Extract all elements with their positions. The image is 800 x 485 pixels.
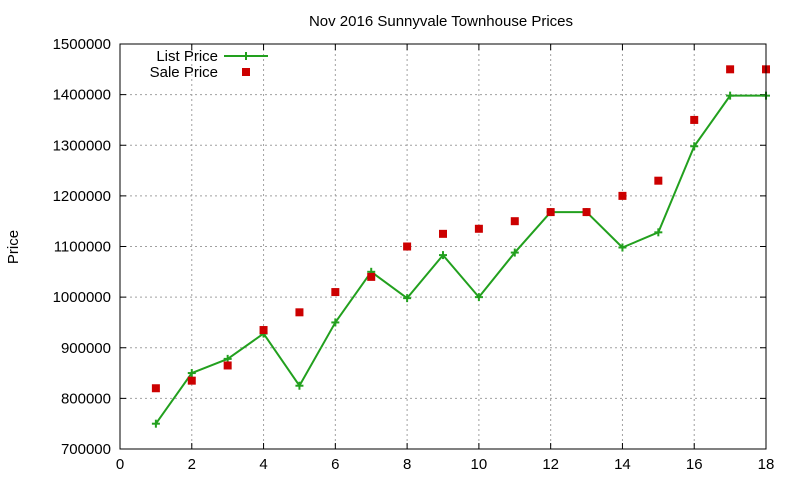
x-tick-label: 10: [471, 456, 488, 473]
list-price-point: [151, 419, 160, 428]
y-tick-label: 1400000: [53, 87, 111, 104]
list-price-point: [403, 294, 412, 303]
sale-price-point: [151, 384, 160, 393]
legend-swatch-sale-price: [242, 68, 250, 76]
legend-marker-sale-price: [242, 68, 250, 76]
x-tick-label: 8: [403, 456, 411, 473]
sale-price-point: [546, 208, 555, 217]
sale-price-point: [295, 308, 304, 317]
legend-label-sale-price: Sale Price: [150, 64, 218, 81]
list-price-line: [155, 94, 766, 425]
legend-label-list-price: List Price: [156, 48, 218, 65]
y-tick-label: 1500000: [53, 36, 111, 53]
x-tick-label: 14: [614, 456, 631, 473]
y-tick-label: 1100000: [54, 239, 111, 256]
y-tick-label: 1200000: [53, 188, 111, 205]
list-price-point: [510, 248, 519, 257]
list-price-point: [618, 243, 627, 252]
legend-swatch-list-price: [224, 52, 268, 60]
list-price-point: [474, 293, 483, 302]
sale-price-point: [510, 217, 519, 226]
sale-price-point: [187, 376, 196, 385]
list-price-point: [690, 142, 699, 151]
list-price-point: [726, 91, 735, 100]
y-tick-label: 700000: [61, 441, 111, 458]
chart-title: Nov 2016 Sunnyvale Townhouse Prices: [309, 13, 573, 30]
sale-price-point: [259, 326, 268, 335]
sale-price-point: [654, 176, 663, 185]
sale-price-point: [439, 229, 447, 238]
x-tick-label: 0: [116, 456, 124, 473]
x-tick-label: 4: [259, 456, 267, 473]
x-tick-label: 16: [686, 456, 703, 473]
list-price-point: [187, 369, 196, 378]
legend: List Price Sale Price: [150, 48, 268, 81]
list-price-point: [331, 318, 340, 327]
x-tick-label: 2: [188, 456, 196, 473]
sale-price-point: [618, 191, 627, 200]
y-axis-label: Price: [5, 230, 22, 264]
sale-price-point: [474, 224, 483, 233]
list-price-point: [654, 228, 663, 237]
sale-price-point: [367, 272, 376, 281]
x-tick-label: 18: [758, 456, 775, 473]
list-price-point: [439, 251, 447, 260]
y-tick-label: 900000: [61, 340, 111, 357]
sale-price-point: [331, 288, 340, 297]
grid-lines: [120, 44, 766, 449]
y-tick-label: 800000: [61, 390, 111, 407]
y-tick-label: 1300000: [53, 137, 111, 154]
legend-marker-list-price: [242, 52, 250, 60]
y-tick-label: 1000000: [53, 289, 111, 306]
sale-price-point: [726, 65, 735, 74]
sale-price-point: [582, 208, 591, 217]
sale-price-point: [690, 115, 699, 124]
list-price-point: [295, 381, 304, 390]
plot-frame: [119, 43, 767, 450]
axis-tick-labels: 0 2 4 6 8 10 12 14 16 18 700000 800000 900000 1000000…: [53, 36, 775, 473]
sale-price-point: [403, 242, 412, 251]
x-tick-label: 12: [542, 456, 559, 473]
sale-price-point: [223, 361, 232, 370]
x-tick-label: 6: [331, 456, 339, 473]
